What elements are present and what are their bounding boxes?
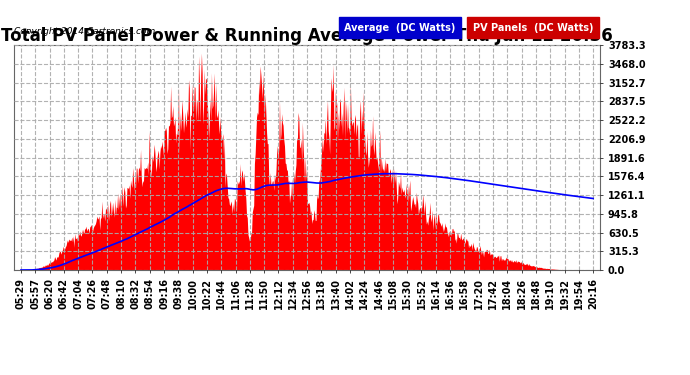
Legend: Average  (DC Watts), PV Panels  (DC Watts): Average (DC Watts), PV Panels (DC Watts) — [328, 21, 595, 34]
Text: Copyright 2014 Cartronics.com: Copyright 2014 Cartronics.com — [14, 27, 155, 36]
Title: Total PV Panel Power & Running Average Power Thu Jun 12 20:36: Total PV Panel Power & Running Average P… — [1, 27, 613, 45]
